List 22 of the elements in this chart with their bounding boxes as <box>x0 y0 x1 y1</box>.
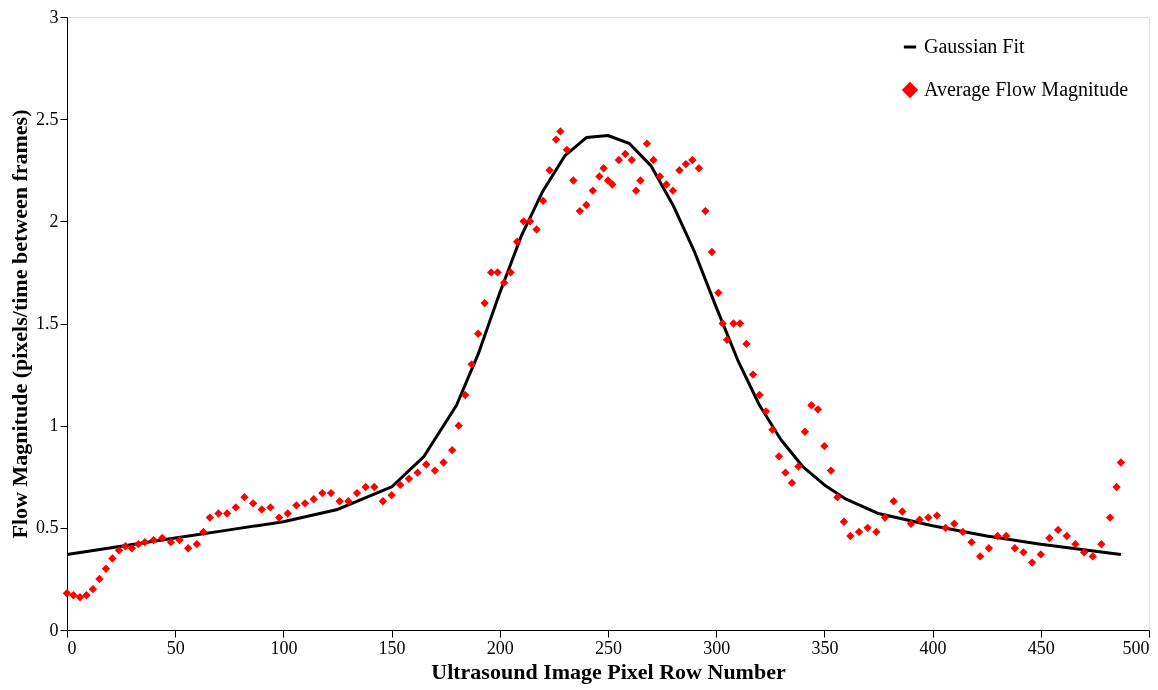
y-tick-label: 1 <box>49 415 59 436</box>
y-tick-label: 0 <box>49 619 59 640</box>
x-tick-label: 0 <box>67 637 77 658</box>
x-tick-label: 250 <box>595 637 622 658</box>
y-tick-label: 2.5 <box>36 108 59 129</box>
x-axis-title: Ultrasound Image Pixel Row Number <box>431 658 786 684</box>
x-tick-label: 300 <box>703 637 731 658</box>
y-tick-label: 0.5 <box>36 517 59 538</box>
y-tick-label: 1.5 <box>36 313 59 333</box>
x-tick-label: 450 <box>1027 637 1055 658</box>
y-axis-title: Flow Magnitude (pixels/time between frames) <box>7 109 32 539</box>
x-tick-label: 150 <box>378 637 406 658</box>
legend-label: Gaussian Fit <box>924 35 1025 57</box>
legend-label: Average Flow Magnitude <box>924 78 1129 101</box>
x-tick-label: 100 <box>270 637 298 658</box>
y-tick-label: 3 <box>49 6 59 27</box>
x-tick-label: 200 <box>486 637 514 658</box>
x-tick-label: 50 <box>166 637 185 658</box>
x-tick-label: 500 <box>1122 637 1150 658</box>
x-tick-label: 350 <box>811 637 839 658</box>
x-tick-label: 400 <box>919 637 947 658</box>
y-tick-label: 2 <box>49 210 59 231</box>
